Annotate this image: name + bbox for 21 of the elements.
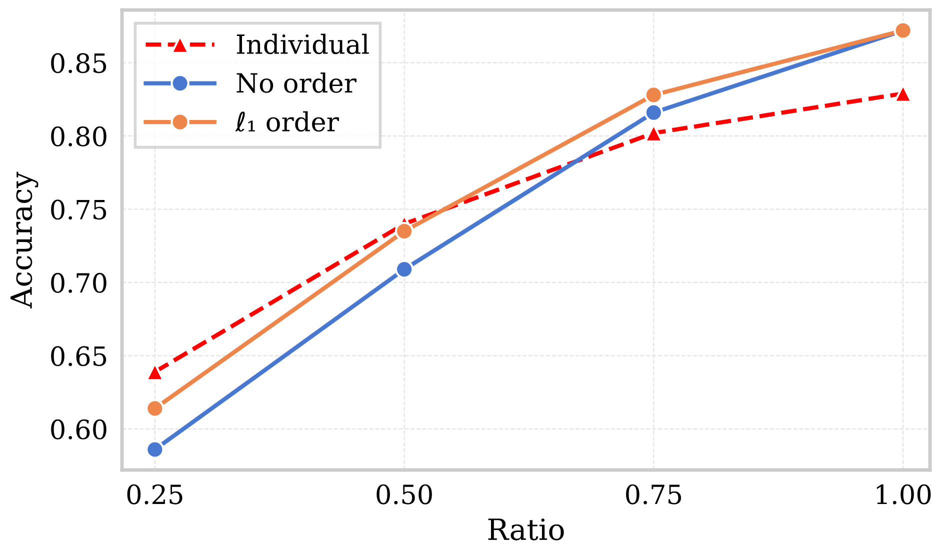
y-tick-label: 0.60 xyxy=(51,419,106,440)
x-tick-label: 0.75 xyxy=(626,484,682,504)
y-tick-label: 0.80 xyxy=(51,126,106,146)
legend-label: ℓ₁ order xyxy=(235,111,339,132)
point xyxy=(146,399,164,418)
y-tick-label: 0.65 xyxy=(51,346,106,366)
x-tick-label: 0.50 xyxy=(376,484,432,504)
point xyxy=(394,260,414,279)
point xyxy=(644,103,664,122)
point xyxy=(394,222,414,241)
legend-label: No order xyxy=(236,72,356,93)
y-tick-label: 0.85 xyxy=(51,53,106,74)
y-tick-label: 0.70 xyxy=(51,272,106,293)
point xyxy=(146,440,164,459)
y-tick-label: 0.75 xyxy=(51,200,106,220)
x-tick-label: 1.00 xyxy=(876,484,931,504)
legend-label: Individual xyxy=(236,34,369,54)
x-axis-title: Ratio xyxy=(488,518,564,540)
y-axis-title: Accuracy xyxy=(10,172,38,309)
point xyxy=(644,86,664,104)
x-tick-label: 0.25 xyxy=(127,484,182,504)
